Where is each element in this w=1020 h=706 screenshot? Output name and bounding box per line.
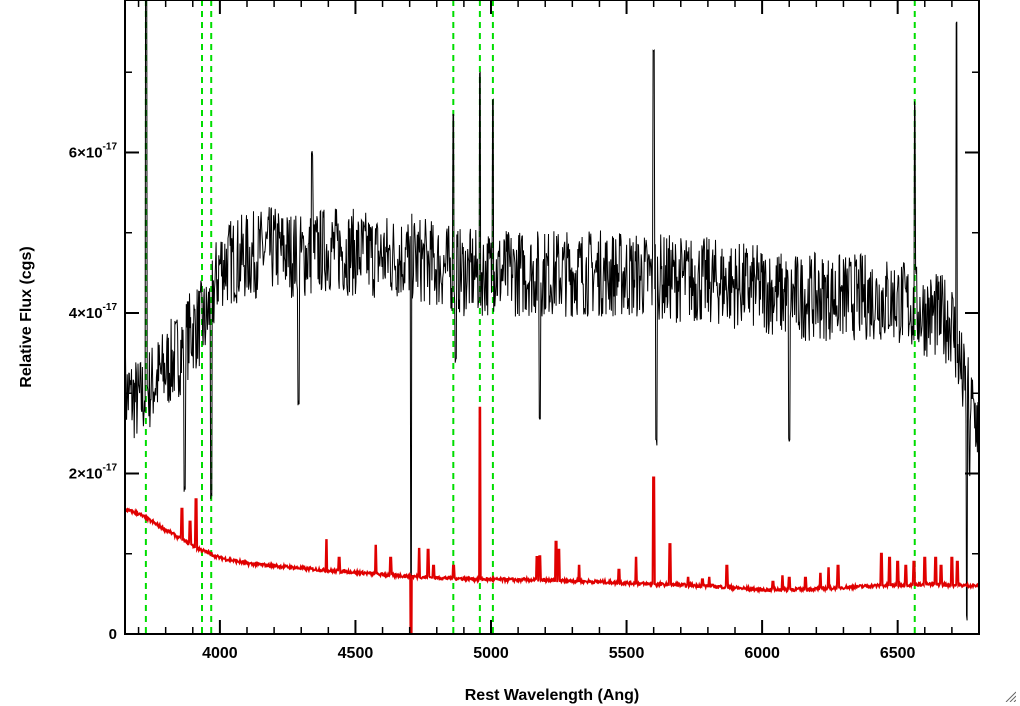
y-tick-label: 2×10-17 (69, 462, 118, 482)
y-axis-label: Relative Flux (cgs) (18, 246, 35, 387)
y-tick-label: 6×10-17 (69, 141, 118, 161)
x-tick-label: 5500 (609, 645, 645, 662)
model-spectrum (125, 406, 979, 634)
x-axis-ticks: 4000 4500 5000 5500 6000 6500 (137, 0, 980, 662)
x-tick-label: 6000 (744, 645, 780, 662)
resize-grip-icon[interactable] (1004, 690, 1016, 702)
x-tick-label: 4000 (202, 645, 238, 662)
x-tick-label: 4500 (338, 645, 374, 662)
x-tick-label: 6500 (880, 645, 916, 662)
observed-spectrum-line (125, 0, 979, 634)
observed-spectrum (125, 0, 979, 634)
y-tick-label: 4×10-17 (69, 302, 118, 322)
plot-frame (124, 0, 980, 635)
x-tick-label: 5000 (473, 645, 509, 662)
plot-area (125, 0, 979, 634)
x-axis-label: Rest Wavelength (Ang) (465, 687, 640, 704)
y-axis-ticks: 0 2×10-17 4×10-17 6×10-17 (69, 71, 979, 643)
y-tick-label: 0 (109, 626, 117, 643)
model-spectrum-line (125, 406, 979, 634)
